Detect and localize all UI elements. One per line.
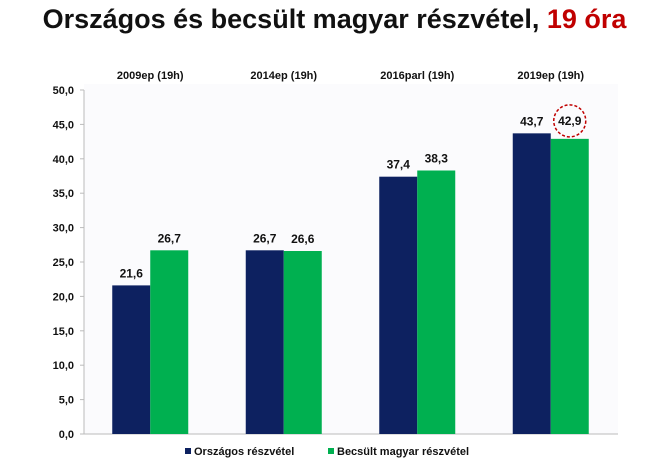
category-label: 2016parl (19h): [380, 70, 454, 82]
legend-label: Országos részvétel: [194, 446, 294, 458]
y-tick-label: 30,0: [53, 223, 74, 235]
bar-becsult: [417, 170, 456, 434]
bar-orszagos: [245, 250, 284, 434]
bar-orszagos: [512, 133, 551, 434]
title-highlight: 19 óra: [546, 4, 627, 34]
y-tick-label: 15,0: [53, 326, 74, 338]
category-label: 2009ep (19h): [117, 70, 184, 82]
title-main: Országos és becsült magyar részvétel,: [42, 4, 540, 34]
y-tick-label: 0,0: [59, 429, 74, 441]
bar-becsult: [550, 138, 589, 434]
bar-orszagos: [112, 285, 151, 434]
bar-becsult: [150, 250, 189, 434]
data-label: 38,3: [425, 151, 449, 165]
legend-label: Becsült magyar részvétel: [337, 446, 469, 458]
y-tick-label: 20,0: [53, 291, 74, 303]
data-label: 43,7: [520, 114, 544, 128]
y-tick-label: 5,0: [59, 395, 74, 407]
category-label: 2014ep (19h): [250, 70, 317, 82]
highlight-circle: [553, 104, 587, 138]
y-tick-label: 10,0: [53, 360, 74, 372]
bar-orszagos: [379, 176, 418, 435]
y-tick-label: 50,0: [53, 85, 74, 97]
y-tick-label: 45,0: [53, 119, 74, 131]
bar-becsult: [283, 250, 322, 434]
legend-swatch: [328, 448, 334, 454]
y-tick-label: 25,0: [53, 257, 74, 269]
y-tick-label: 35,0: [53, 188, 74, 200]
data-label: 26,7: [253, 231, 277, 245]
data-label: 26,7: [158, 231, 182, 245]
chart-title: Országos és becsült magyar részvétel, 19…: [0, 4, 669, 35]
data-label: 26,6: [291, 232, 315, 246]
data-label: 21,6: [120, 266, 144, 280]
y-tick-label: 40,0: [53, 154, 74, 166]
category-label: 2019ep (19h): [517, 70, 584, 82]
data-label: 42,9: [558, 114, 582, 128]
legend-swatch: [185, 448, 191, 454]
data-label: 37,4: [387, 158, 411, 172]
